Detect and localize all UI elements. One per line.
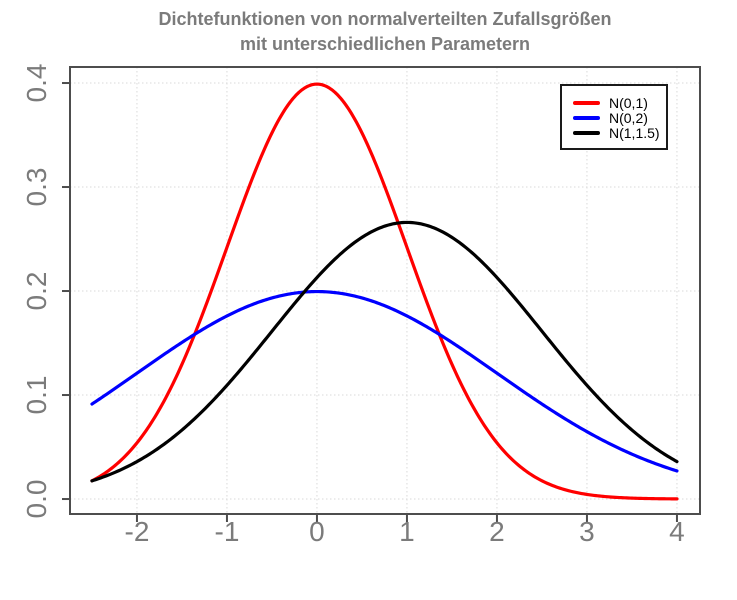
x-tick-label: 2: [489, 516, 505, 547]
x-tick-label: -2: [125, 516, 150, 547]
x-tick-label: 4: [669, 516, 685, 547]
y-tick-label: 0.0: [21, 480, 52, 519]
chart-subtitle: mit unterschiedlichen Parametern: [239, 34, 531, 54]
legend-item: N(0,1): [573, 95, 666, 111]
chart-title-block: Dichtefunktionen von normalverteilten Zu…: [70, 7, 700, 57]
chart-title: Dichtefunktionen von normalverteilten Zu…: [158, 9, 612, 29]
x-tick-label: 0: [309, 516, 325, 547]
density-curve-n-0-1-: [90, 82, 679, 501]
legend-item: N(1,1.5): [573, 125, 666, 141]
y-tick-label: 0.3: [21, 168, 52, 207]
density-curve-n-1-1-5-: [90, 220, 679, 483]
y-tick-label: 0.1: [21, 376, 52, 415]
legend-label: N(0,1): [609, 95, 648, 111]
legend-line-swatch: [573, 101, 600, 105]
y-tick-label: 0.2: [21, 272, 52, 311]
legend-label: N(0,2): [609, 110, 648, 126]
legend-label: N(1,1.5): [609, 125, 660, 141]
legend-item: N(0,2): [573, 110, 666, 126]
x-tick-label: -1: [215, 516, 240, 547]
legend-line-swatch: [573, 116, 600, 120]
legend: N(0,1) N(0,2) N(1,1.5): [560, 84, 668, 150]
x-tick-label: 1: [399, 516, 415, 547]
density-curve-n-0-2-: [90, 289, 679, 473]
y-tick-label: 0.4: [21, 64, 52, 103]
plot-box: [69, 66, 701, 515]
legend-line-swatch: [573, 131, 600, 135]
x-tick-label: 3: [579, 516, 595, 547]
